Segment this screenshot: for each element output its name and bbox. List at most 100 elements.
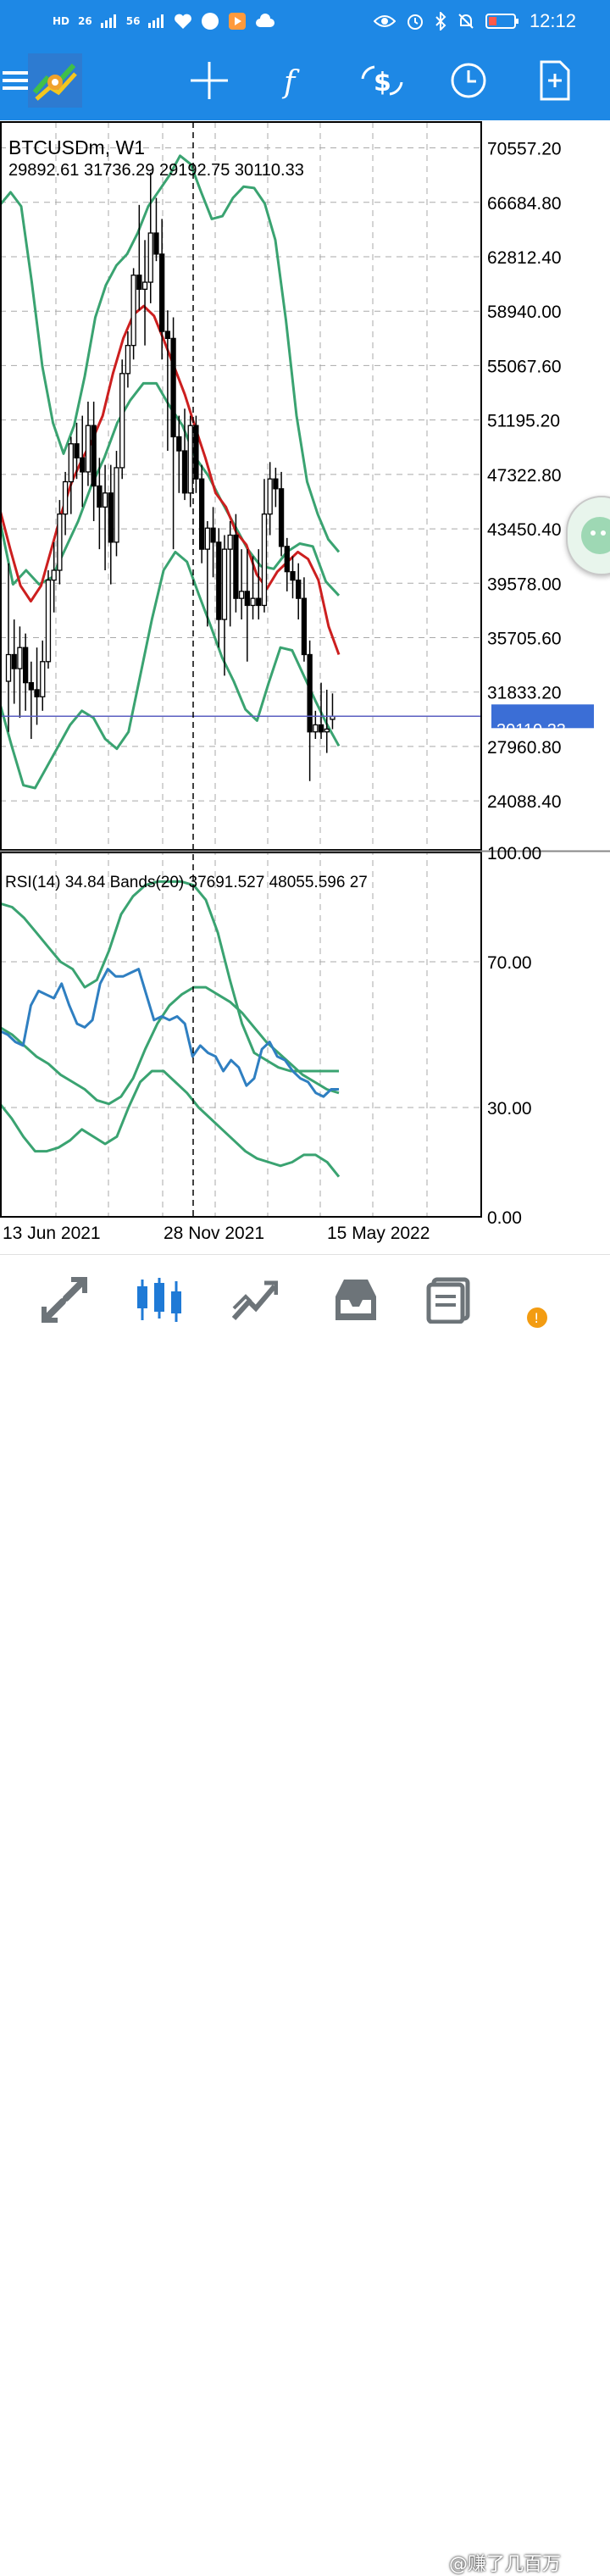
history-icon (336, 1280, 376, 1320)
chat-bubble-icon (581, 517, 610, 554)
candle-bull (40, 661, 46, 697)
rsi-line (0, 968, 339, 1098)
floating-assist-button[interactable] (566, 496, 610, 575)
rsi-band-upper (0, 880, 339, 1073)
bb-middle-line (0, 381, 341, 597)
crosshair-icon (191, 62, 228, 99)
crosshair-button[interactable] (181, 53, 237, 108)
candle-bear (164, 330, 171, 340)
candle-bull (130, 275, 136, 347)
new-order-button[interactable] (527, 53, 583, 108)
candle-bear (307, 653, 313, 733)
candle-bull (313, 724, 319, 733)
chart-canvas[interactable]: 70557.20 66684.80 62812.40 58940.00 55067.60… (0, 120, 610, 1246)
candle-bear (170, 337, 176, 438)
rsi-band-lower (0, 1069, 341, 1178)
candle-bear (284, 546, 290, 573)
candle-bear (34, 689, 40, 697)
candle-bull (204, 527, 211, 550)
candle-bear (193, 425, 199, 480)
nav-messages[interactable] (419, 1270, 480, 1330)
candle-bull (119, 373, 125, 469)
function-icon: f (281, 65, 300, 100)
rsi-pane-border (0, 852, 482, 1218)
clock-time: 12:12 (529, 10, 576, 31)
candle-bull (221, 548, 228, 620)
hd-chip: HD (53, 15, 70, 27)
svg-text:!: ! (534, 1310, 539, 1326)
candle-bull (250, 597, 256, 607)
watermark-text: @赚了几百万 (449, 2554, 562, 2575)
clock-icon (451, 63, 486, 98)
current-price-tag (491, 704, 594, 729)
date-axis-label: 28 Nov 2021 (164, 1224, 264, 1243)
new-document-icon (540, 60, 570, 101)
status-right: 12:12 (373, 10, 610, 32)
price-axis-label: 35705.60 (487, 630, 562, 649)
candle-bear (176, 436, 182, 452)
toolbar: f $ (0, 42, 610, 120)
candle-bear (80, 457, 86, 473)
messages-icon (426, 1277, 470, 1324)
chart-background (0, 120, 610, 1246)
candle-bear (233, 534, 239, 599)
candle-bear (22, 647, 29, 684)
nav-trade[interactable] (224, 1270, 285, 1330)
candle-bull (5, 653, 12, 682)
current-price-label: 30110.33 (496, 721, 566, 740)
candle-bull (238, 591, 245, 599)
frame-layer (0, 121, 610, 1218)
menu-button[interactable] (0, 53, 41, 108)
candle-bear (296, 579, 302, 599)
candle-bear (278, 488, 285, 547)
price-axis-label: 58940.00 (487, 303, 562, 322)
candle-bull (68, 443, 74, 483)
candle-bear (210, 527, 216, 543)
rsi-axis-label: 100.00 (487, 844, 541, 863)
candle-bear (74, 443, 80, 458)
trade-icon: $ (361, 65, 403, 97)
chart-area[interactable]: 70557.20 66684.80 62812.40 58940.00 55067.60… (0, 120, 610, 1246)
chart-icon (137, 1278, 181, 1322)
candle-bull (141, 281, 148, 290)
nav-quotes[interactable] (34, 1270, 95, 1330)
app-logo-icon (28, 53, 82, 108)
rsi-layer (0, 880, 341, 1178)
candle-bull (125, 345, 131, 375)
bollinger-bands (0, 154, 341, 790)
price-axis-label: 39578.00 (487, 575, 562, 594)
candle-bear (301, 597, 308, 656)
timeframe-button[interactable] (441, 53, 496, 108)
rsi-axis-label: 70.00 (487, 953, 532, 973)
candle-bear (97, 485, 103, 508)
candle-bull (261, 514, 268, 607)
svg-text:$: $ (374, 68, 391, 97)
app-logo-button[interactable] (27, 53, 83, 108)
candle-bull (85, 425, 92, 473)
indicators-button[interactable]: f (266, 53, 322, 108)
battery-icon (485, 14, 518, 29)
svg-text:f: f (281, 65, 300, 100)
price-axis-label: 27960.80 (487, 738, 562, 758)
candle-bull (45, 579, 52, 663)
price-axis-label: 55067.60 (487, 357, 562, 376)
bottom-nav: @赚了几百万 ! (0, 1254, 610, 2575)
candle-bear (256, 597, 262, 607)
candle-bull (17, 647, 23, 669)
ohlc-values: 29892.61 31736.29 29192.75 30110.33 (8, 161, 304, 180)
indicator-label: RSI(14) 34.84 Bands(20) 37691.527 48055.… (5, 874, 368, 891)
candle-bear (159, 253, 165, 332)
trade-button[interactable]: $ (354, 53, 410, 108)
status-bar: HD 26 56 (0, 0, 610, 42)
price-axis-label: 43450.40 (487, 520, 562, 540)
rsi-axis-label: 30.00 (487, 1099, 532, 1119)
notification-badge: ! (527, 1307, 547, 1328)
ball-icon (202, 13, 219, 30)
candle-bear (318, 724, 324, 733)
moving-average-line (0, 304, 341, 656)
nav-chart[interactable] (129, 1270, 190, 1330)
candle-bull (51, 569, 57, 581)
bb-lower-line (0, 550, 341, 790)
quotes-icon (42, 1277, 87, 1323)
nav-history[interactable] (325, 1270, 386, 1330)
